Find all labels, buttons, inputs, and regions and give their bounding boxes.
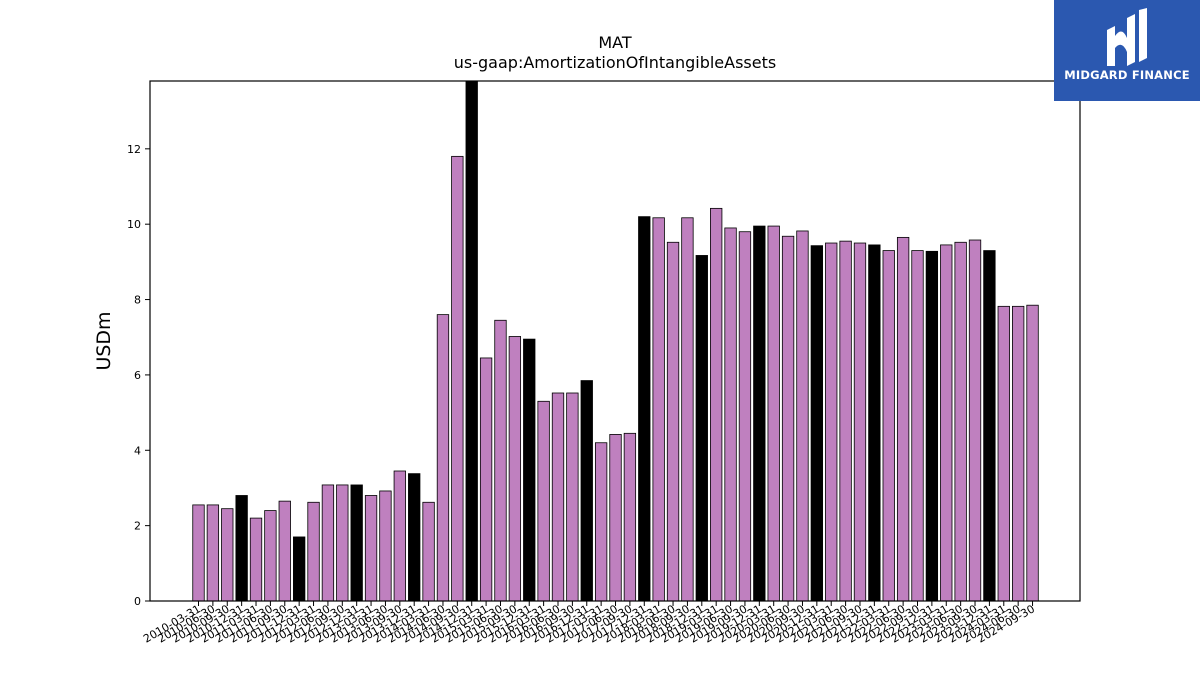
bar <box>781 235 795 602</box>
bar <box>695 255 708 602</box>
bar <box>422 501 435 602</box>
bar <box>566 392 579 602</box>
y-tick-label: 10 <box>127 218 141 231</box>
bar <box>1026 304 1039 602</box>
bar <box>221 508 234 602</box>
bar <box>710 207 723 602</box>
bar <box>479 357 493 602</box>
bar <box>623 432 637 602</box>
bar <box>839 240 852 602</box>
bar <box>379 490 392 602</box>
bar <box>192 504 205 602</box>
logo-mark-icon <box>1107 8 1147 66</box>
y-tick-label: 2 <box>134 520 141 533</box>
bar <box>968 239 982 602</box>
bar <box>983 250 996 602</box>
bar <box>652 217 665 602</box>
bar <box>882 250 895 602</box>
bar <box>868 244 881 602</box>
bar <box>264 510 277 602</box>
bar <box>206 504 220 602</box>
bar <box>451 155 464 602</box>
bar <box>925 250 939 602</box>
bar <box>321 484 335 602</box>
bar <box>940 244 953 602</box>
bar <box>997 305 1010 602</box>
bar <box>911 250 924 602</box>
bar <box>594 442 608 602</box>
bar <box>364 495 378 602</box>
plot-frame <box>149 80 1081 602</box>
bar <box>810 245 823 602</box>
bar <box>235 495 248 602</box>
bar <box>724 227 737 602</box>
bar <box>666 241 680 602</box>
y-axis-label: USDm <box>93 311 115 370</box>
bar <box>853 242 867 602</box>
bar <box>523 338 536 602</box>
y-tick-label: 6 <box>134 369 141 382</box>
bar <box>508 336 522 602</box>
bar <box>393 470 406 602</box>
chart-title: MAT <box>598 33 632 52</box>
bar <box>278 500 291 602</box>
bar <box>753 225 766 602</box>
bar <box>249 517 263 602</box>
bar <box>551 392 565 602</box>
bar <box>954 241 967 602</box>
bar <box>537 400 550 602</box>
y-tick-label: 12 <box>127 143 141 156</box>
bar <box>307 501 320 602</box>
bar <box>767 225 780 602</box>
brand-logo: MIDGARD FINANCE <box>1054 0 1200 101</box>
bar <box>350 484 363 602</box>
y-tick-label: 0 <box>134 595 141 608</box>
y-tick-label: 4 <box>134 444 141 457</box>
bar <box>609 434 622 602</box>
bar <box>580 380 593 602</box>
bar <box>408 473 421 602</box>
bar <box>1012 305 1025 602</box>
bar <box>638 216 651 602</box>
y-tick-label: 8 <box>134 294 141 307</box>
logo-text: MIDGARD FINANCE <box>1064 68 1190 82</box>
chart-subtitle: us-gaap:AmortizationOfIntangibleAssets <box>453 53 777 72</box>
bar <box>293 536 306 602</box>
bar <box>796 230 809 602</box>
bar <box>465 80 478 602</box>
bar <box>436 314 450 602</box>
bar <box>738 231 752 602</box>
bar <box>896 236 910 602</box>
bar <box>825 242 838 602</box>
bar <box>336 484 349 602</box>
bar <box>494 319 507 602</box>
bar <box>681 217 694 602</box>
